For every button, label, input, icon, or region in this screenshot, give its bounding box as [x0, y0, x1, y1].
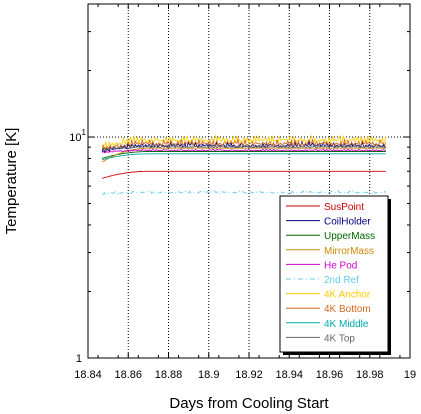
legend-label: 4K Middle [324, 319, 369, 330]
series-line-4k-anchor [101, 134, 387, 149]
series-line-suspoint [101, 170, 386, 179]
y-axis-title: Temperature [K] [3, 128, 20, 235]
legend: SusPoint CoilHolder UpperMass MirrorMass He … [279, 195, 391, 355]
legend-label: 4K Bottom [324, 304, 371, 315]
legend-label: CoilHolder [324, 217, 371, 228]
y-tick-label: 1 [76, 353, 82, 365]
legend-label: He Pod [324, 260, 357, 271]
y-tick-labels: 1 101 [69, 128, 86, 365]
series-line-4k-middle [101, 153, 386, 161]
legend-label: 4K Top [324, 333, 355, 344]
x-tick-label: 18.92 [235, 369, 263, 381]
series-lines [101, 134, 387, 196]
legend-box [279, 195, 389, 353]
legend-label: 4K Anchor [324, 290, 371, 301]
x-tick-label: 18.9 [198, 369, 219, 381]
series-line-uppermass [101, 151, 386, 159]
x-tick-label: 18.88 [155, 369, 183, 381]
series-line-4k-bottom [101, 137, 387, 151]
legend-label: SusPoint [324, 202, 364, 213]
x-tick-labels: 18.84 18.86 18.88 18.9 18.92 18.94 18.96 18.98 1… [74, 369, 416, 381]
x-axis-title: Days from Cooling Start [169, 395, 329, 412]
legend-label: UpperMass [324, 231, 375, 242]
series-line-he-pod [101, 148, 387, 154]
series-line-2nd-ref [102, 189, 387, 196]
series-line-mirrormass [101, 147, 386, 163]
x-tick-label: 18.96 [316, 369, 344, 381]
legend-label: 2nd Ref [324, 275, 359, 286]
x-tick-label: 19 [404, 369, 416, 381]
x-tick-label: 18.84 [74, 369, 102, 381]
y-tick-label: 101 [69, 128, 86, 144]
series-line-4k-top [102, 144, 386, 152]
x-tick-label: 18.98 [356, 369, 384, 381]
plot-frame [87, 3, 411, 359]
legend-label: MirrorMass [324, 246, 374, 257]
x-tick-label: 18.94 [275, 369, 303, 381]
x-tick-label: 18.86 [114, 369, 142, 381]
